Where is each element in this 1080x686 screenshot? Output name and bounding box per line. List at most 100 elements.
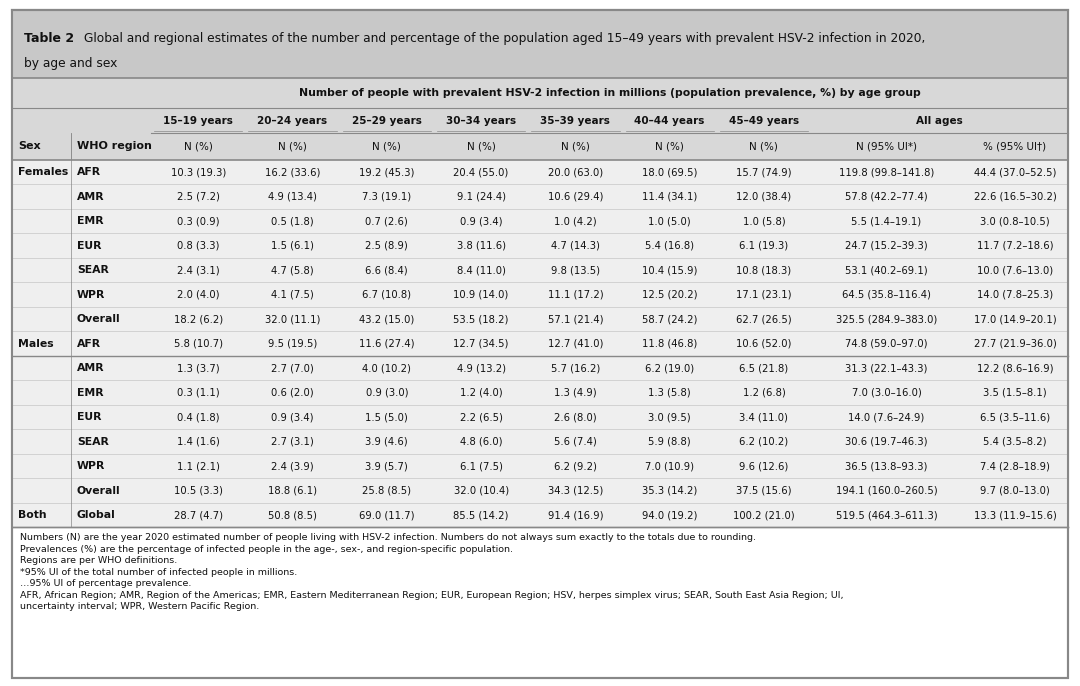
Text: 9.7 (8.0–13.0): 9.7 (8.0–13.0)	[980, 486, 1050, 496]
Bar	[12, 331, 1068, 356]
Text: 6.5 (3.5–11.6): 6.5 (3.5–11.6)	[980, 412, 1050, 423]
Text: 16.2 (33.6): 16.2 (33.6)	[265, 167, 320, 177]
Text: 50.8 (8.5): 50.8 (8.5)	[268, 510, 316, 520]
Text: 6.5 (21.8): 6.5 (21.8)	[740, 364, 788, 373]
Text: 24.7 (15.2–39.3): 24.7 (15.2–39.3)	[846, 241, 928, 251]
Bar	[12, 209, 1068, 233]
Text: 18.0 (69.5): 18.0 (69.5)	[642, 167, 698, 177]
Text: 5.9 (8.8): 5.9 (8.8)	[648, 437, 691, 447]
Text: 17.1 (23.1): 17.1 (23.1)	[737, 289, 792, 300]
Text: SEAR: SEAR	[77, 437, 109, 447]
Text: 1.4 (1.6): 1.4 (1.6)	[177, 437, 219, 447]
Text: 13.3 (11.9–15.6): 13.3 (11.9–15.6)	[973, 510, 1056, 520]
Text: 119.8 (99.8–141.8): 119.8 (99.8–141.8)	[839, 167, 934, 177]
Text: 12.2 (8.6–16.9): 12.2 (8.6–16.9)	[976, 364, 1053, 373]
Text: 0.4 (1.8): 0.4 (1.8)	[177, 412, 219, 423]
Text: 0.6 (2.0): 0.6 (2.0)	[271, 388, 314, 398]
Text: N (%): N (%)	[750, 141, 779, 152]
Text: 7.0 (10.9): 7.0 (10.9)	[645, 461, 694, 471]
Text: AFR: AFR	[77, 339, 102, 348]
Text: 22.6 (16.5–30.2): 22.6 (16.5–30.2)	[973, 192, 1056, 202]
Text: by age and sex: by age and sex	[24, 57, 118, 70]
Text: 5.4 (3.5–8.2): 5.4 (3.5–8.2)	[983, 437, 1047, 447]
Text: 1.0 (5.8): 1.0 (5.8)	[743, 216, 785, 226]
Text: N (%): N (%)	[467, 141, 496, 152]
Text: 6.1 (19.3): 6.1 (19.3)	[740, 241, 788, 251]
Text: 6.2 (10.2): 6.2 (10.2)	[740, 437, 788, 447]
Text: …95% UI of percentage prevalence.: …95% UI of percentage prevalence.	[21, 580, 191, 589]
Text: Overall: Overall	[77, 314, 121, 324]
Text: 25.8 (8.5): 25.8 (8.5)	[362, 486, 411, 496]
Bar	[12, 10, 1068, 78]
Bar	[12, 503, 1068, 528]
Text: 3.9 (4.6): 3.9 (4.6)	[365, 437, 408, 447]
Text: 14.0 (7.6–24.9): 14.0 (7.6–24.9)	[849, 412, 924, 423]
Text: 0.8 (3.3): 0.8 (3.3)	[177, 241, 219, 251]
Bar	[12, 160, 1068, 185]
Text: 2.5 (7.2): 2.5 (7.2)	[177, 192, 219, 202]
Text: All ages: All ages	[916, 115, 963, 126]
Text: 20.0 (63.0): 20.0 (63.0)	[548, 167, 603, 177]
Text: 15–19 years: 15–19 years	[163, 115, 233, 126]
Text: 2.2 (6.5): 2.2 (6.5)	[460, 412, 502, 423]
Text: 7.3 (19.1): 7.3 (19.1)	[362, 192, 411, 202]
Text: AFR: AFR	[77, 167, 102, 177]
Text: 1.2 (6.8): 1.2 (6.8)	[743, 388, 785, 398]
Text: Numbers (N) are the year 2020 estimated number of people living with HSV-2 infec: Numbers (N) are the year 2020 estimated …	[21, 534, 756, 543]
Text: 3.0 (9.5): 3.0 (9.5)	[648, 412, 691, 423]
Text: 5.6 (7.4): 5.6 (7.4)	[554, 437, 597, 447]
Text: 10.6 (29.4): 10.6 (29.4)	[548, 192, 603, 202]
Text: 69.0 (11.7): 69.0 (11.7)	[359, 510, 415, 520]
Text: 91.4 (16.9): 91.4 (16.9)	[548, 510, 603, 520]
Text: 10.6 (52.0): 10.6 (52.0)	[737, 339, 792, 348]
Text: 1.1 (2.1): 1.1 (2.1)	[177, 461, 219, 471]
Text: Overall: Overall	[77, 486, 121, 496]
Text: 0.7 (2.6): 0.7 (2.6)	[365, 216, 408, 226]
Text: 20.4 (55.0): 20.4 (55.0)	[454, 167, 509, 177]
Bar	[12, 258, 1068, 283]
Text: EMR: EMR	[77, 216, 104, 226]
Text: 62.7 (26.5): 62.7 (26.5)	[737, 314, 792, 324]
Text: 2.0 (4.0): 2.0 (4.0)	[177, 289, 219, 300]
Text: 7.0 (3.0–16.0): 7.0 (3.0–16.0)	[852, 388, 921, 398]
Text: 30–34 years: 30–34 years	[446, 115, 516, 126]
Text: 3.0 (0.8–10.5): 3.0 (0.8–10.5)	[981, 216, 1050, 226]
Text: 34.3 (12.5): 34.3 (12.5)	[548, 486, 603, 496]
Text: 0.3 (1.1): 0.3 (1.1)	[177, 388, 219, 398]
Text: Global and regional estimates of the number and percentage of the population age: Global and regional estimates of the num…	[84, 32, 926, 45]
Text: WPR: WPR	[77, 461, 106, 471]
Text: 2.6 (8.0): 2.6 (8.0)	[554, 412, 596, 423]
Text: AFR, African Region; AMR, Region of the Americas; EMR, Eastern Mediterranean Reg: AFR, African Region; AMR, Region of the …	[21, 591, 843, 600]
Text: 0.5 (1.8): 0.5 (1.8)	[271, 216, 314, 226]
Text: 10.0 (7.6–13.0): 10.0 (7.6–13.0)	[977, 265, 1053, 275]
Text: 9.1 (24.4): 9.1 (24.4)	[457, 192, 505, 202]
Bar	[12, 479, 1068, 503]
Text: 0.9 (3.0): 0.9 (3.0)	[365, 388, 408, 398]
Text: Table 2: Table 2	[24, 32, 75, 45]
Text: 20–24 years: 20–24 years	[257, 115, 327, 126]
Text: 2.7 (3.1): 2.7 (3.1)	[271, 437, 314, 447]
Text: 6.2 (9.2): 6.2 (9.2)	[554, 461, 597, 471]
Text: 10.9 (14.0): 10.9 (14.0)	[454, 289, 509, 300]
Text: 1.3 (5.8): 1.3 (5.8)	[648, 388, 691, 398]
Text: 25–29 years: 25–29 years	[352, 115, 421, 126]
Text: 18.2 (6.2): 18.2 (6.2)	[174, 314, 222, 324]
Text: 44.4 (37.0–52.5): 44.4 (37.0–52.5)	[974, 167, 1056, 177]
Text: 30.6 (19.7–46.3): 30.6 (19.7–46.3)	[846, 437, 928, 447]
Text: 325.5 (284.9–383.0): 325.5 (284.9–383.0)	[836, 314, 937, 324]
Text: N (%): N (%)	[373, 141, 402, 152]
Text: 519.5 (464.3–611.3): 519.5 (464.3–611.3)	[836, 510, 937, 520]
Text: 85.5 (14.2): 85.5 (14.2)	[454, 510, 509, 520]
Text: 4.1 (7.5): 4.1 (7.5)	[271, 289, 314, 300]
Text: 2.4 (3.9): 2.4 (3.9)	[271, 461, 314, 471]
Text: 6.7 (10.8): 6.7 (10.8)	[362, 289, 411, 300]
Bar	[12, 356, 1068, 381]
Bar	[12, 133, 1068, 160]
Bar	[12, 233, 1068, 258]
Text: 27.7 (21.9–36.0): 27.7 (21.9–36.0)	[973, 339, 1056, 348]
Text: Number of people with prevalent HSV-2 infection in millions (population prevalen: Number of people with prevalent HSV-2 in…	[299, 88, 920, 98]
Text: 1.2 (4.0): 1.2 (4.0)	[460, 388, 502, 398]
Text: 14.0 (7.8–25.3): 14.0 (7.8–25.3)	[977, 289, 1053, 300]
Text: 12.7 (34.5): 12.7 (34.5)	[454, 339, 509, 348]
Text: 32.0 (11.1): 32.0 (11.1)	[265, 314, 320, 324]
